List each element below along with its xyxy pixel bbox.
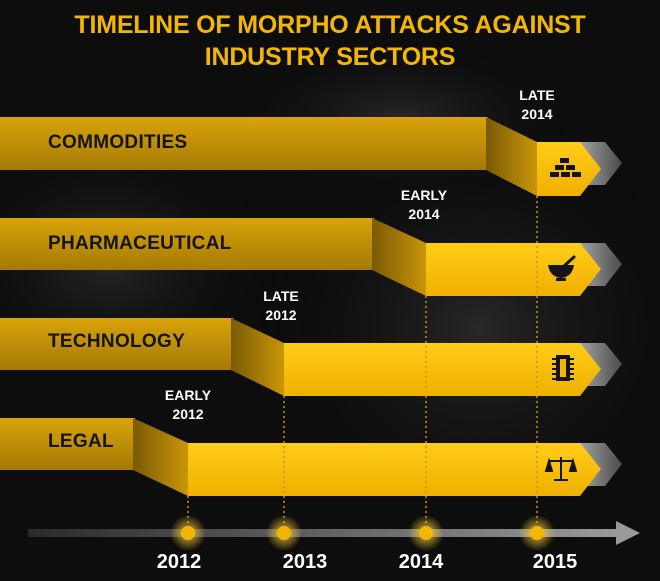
- row-pharmaceutical: [0, 218, 622, 296]
- start-label-line: 2014: [408, 206, 440, 222]
- start-label-line: 2014: [521, 106, 553, 122]
- start-label-commodities: LATE 2014: [502, 86, 572, 124]
- dotted-guides: [187, 196, 538, 525]
- start-label-pharmaceutical: EARLY 2014: [389, 186, 459, 224]
- axis-year-2012: 2012: [156, 551, 202, 573]
- row-technology: [0, 318, 622, 396]
- microchip-icon: [552, 355, 574, 381]
- start-label-line: 2012: [265, 307, 297, 323]
- start-label-line: EARLY: [164, 387, 212, 403]
- timeline-axis: [28, 521, 640, 545]
- start-label-technology: LATE 2012: [246, 287, 316, 325]
- start-label-line: 2012: [172, 406, 204, 422]
- row-commodities: [0, 117, 622, 196]
- start-label-line: EARLY: [400, 187, 448, 203]
- start-label-legal: EARLY 2012: [153, 386, 223, 424]
- title-line-2: INDUSTRY SECTORS: [204, 43, 456, 71]
- axis-markers: [170, 515, 555, 551]
- sector-label-pharmaceutical: PHARMACEUTICAL: [48, 233, 232, 254]
- sector-label-commodities: COMMODITIES: [48, 132, 188, 153]
- axis-year-2015: 2015: [532, 551, 578, 573]
- scales-of-justice-icon: [544, 457, 578, 481]
- gold-bars-icon: [550, 158, 581, 177]
- title-line-1: TIMELINE OF MORPHO ATTACKS AGAINST: [74, 11, 586, 39]
- start-label-line: LATE: [519, 87, 555, 103]
- row-legal: [0, 418, 622, 496]
- axis-year-2013: 2013: [282, 551, 328, 573]
- mortar-pestle-icon: [548, 255, 576, 281]
- sector-label-technology: TECHNOLOGY: [48, 331, 186, 352]
- start-label-line: LATE: [263, 288, 299, 304]
- sector-label-legal: LEGAL: [48, 431, 114, 452]
- axis-year-2014: 2014: [398, 551, 444, 573]
